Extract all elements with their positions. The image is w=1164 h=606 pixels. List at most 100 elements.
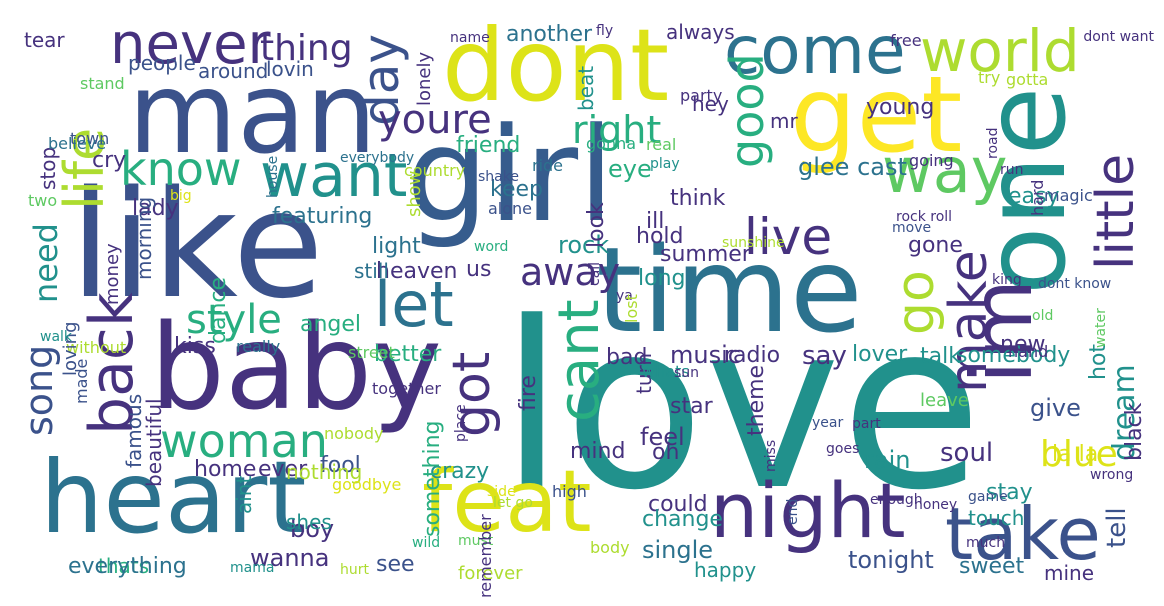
word-morning: morning: [132, 196, 156, 280]
word-side: side: [487, 484, 516, 500]
word-fool: fool: [320, 453, 361, 478]
word-tear: tear: [24, 28, 65, 52]
word-real: real: [646, 135, 677, 154]
word-touch: touch: [968, 506, 1025, 530]
word-ride: ride: [532, 156, 564, 175]
word-hurt: hurt: [340, 562, 369, 578]
word-magic: magic: [1044, 186, 1093, 205]
word-right: right: [572, 108, 662, 152]
word-king: king: [992, 272, 1022, 288]
word-ever: ever: [258, 457, 308, 482]
word-home: home: [194, 457, 257, 482]
word-get: get: [790, 54, 963, 176]
word-goodbye: goodbye: [332, 475, 402, 494]
word-theme: theme: [744, 364, 769, 436]
word-miss: miss: [763, 439, 779, 472]
word-wild: wild: [412, 535, 441, 551]
word-way: way: [882, 134, 1008, 207]
word-feel: feel: [640, 423, 685, 451]
word-something: something: [420, 420, 445, 537]
word-shake: shake: [478, 169, 519, 185]
word-whats: whats: [642, 362, 690, 381]
word-rain: rain: [864, 446, 911, 474]
word-shes: shes: [286, 510, 332, 534]
word-make: make: [939, 250, 999, 393]
word-lovin: lovin: [266, 57, 314, 81]
word-run: run: [1000, 162, 1024, 178]
word-blue: blue: [1040, 434, 1118, 475]
word-honey: honey: [914, 497, 958, 513]
word-big: big: [170, 188, 192, 204]
word-heaven: heaven: [376, 259, 458, 284]
word-eye: eye: [608, 155, 652, 183]
word-lady: lady: [132, 196, 179, 221]
word-two: two: [28, 191, 58, 210]
word-single: single: [642, 536, 714, 564]
word-mr: mr: [770, 109, 798, 133]
word-know: know: [120, 142, 242, 196]
word-hey: hey: [692, 92, 729, 116]
word-friend: friend: [456, 133, 521, 158]
word-everybody: everybody: [340, 150, 415, 166]
word-happy: happy: [694, 558, 757, 582]
word-go: go: [886, 270, 946, 336]
word-boy: boy: [290, 515, 335, 543]
word-black: black: [1122, 402, 1147, 461]
word-nobody: nobody: [324, 424, 384, 443]
word-people: people: [128, 51, 196, 75]
word-glee-cast: glee cast: [798, 153, 907, 181]
word-going: going: [909, 151, 954, 170]
word-keep: keep: [490, 177, 543, 202]
word-rock: rock: [558, 231, 610, 259]
word-live: live: [744, 208, 833, 266]
word-goes: goes: [826, 441, 860, 457]
word-around: around: [198, 59, 269, 83]
word-always: always: [666, 20, 735, 44]
word-dont: dont: [442, 8, 670, 124]
word-woman: woman: [160, 414, 328, 468]
word-walk: walk: [40, 329, 73, 345]
word-gone: gone: [908, 233, 963, 258]
word-song: song: [17, 344, 61, 437]
word-still: still: [354, 259, 389, 283]
word-lover: lover: [852, 342, 908, 367]
word-thing: thing: [260, 28, 353, 69]
word-like: like: [70, 159, 324, 331]
word-mama: mama: [230, 560, 275, 576]
word-house: house: [265, 155, 281, 198]
word-cant: cant: [547, 299, 612, 423]
word-away: away: [520, 250, 621, 294]
word-come: come: [724, 12, 906, 89]
word-us: us: [466, 257, 492, 282]
word-think: think: [670, 186, 726, 211]
word-try: try: [978, 68, 1001, 87]
word-end: end: [785, 498, 801, 526]
word-new: new: [1000, 332, 1046, 357]
word-lonely: lonely: [414, 51, 435, 106]
word-move: move: [892, 220, 932, 236]
word-take: take: [945, 492, 1101, 576]
word-somebody: somebody: [956, 343, 1071, 368]
word-town: town: [70, 129, 110, 148]
word-let-go: let go: [493, 495, 533, 511]
word-see: see: [376, 552, 415, 577]
word-let: let: [374, 268, 454, 341]
word-stay: stay: [986, 480, 1033, 505]
word-hot: hot: [1086, 343, 1111, 380]
word-girl: girl: [406, 99, 615, 251]
word-stand: stand: [80, 74, 125, 93]
word-dont-want: dont want: [1083, 29, 1154, 45]
word-la-la: la la: [1052, 442, 1099, 467]
word-must: must: [458, 533, 494, 549]
word-alone: alone: [488, 199, 533, 218]
word-light: light: [372, 234, 421, 259]
word-mine: mine: [1044, 561, 1095, 585]
word-fire: fire: [516, 374, 541, 411]
word-better: better: [374, 342, 442, 367]
word-angel: angel: [300, 312, 362, 337]
word-want: want: [260, 141, 408, 211]
word-place: place: [453, 404, 469, 442]
word-featuring: featuring: [272, 204, 373, 229]
word-summer: summer: [660, 242, 751, 267]
word-little: little: [1086, 154, 1146, 271]
